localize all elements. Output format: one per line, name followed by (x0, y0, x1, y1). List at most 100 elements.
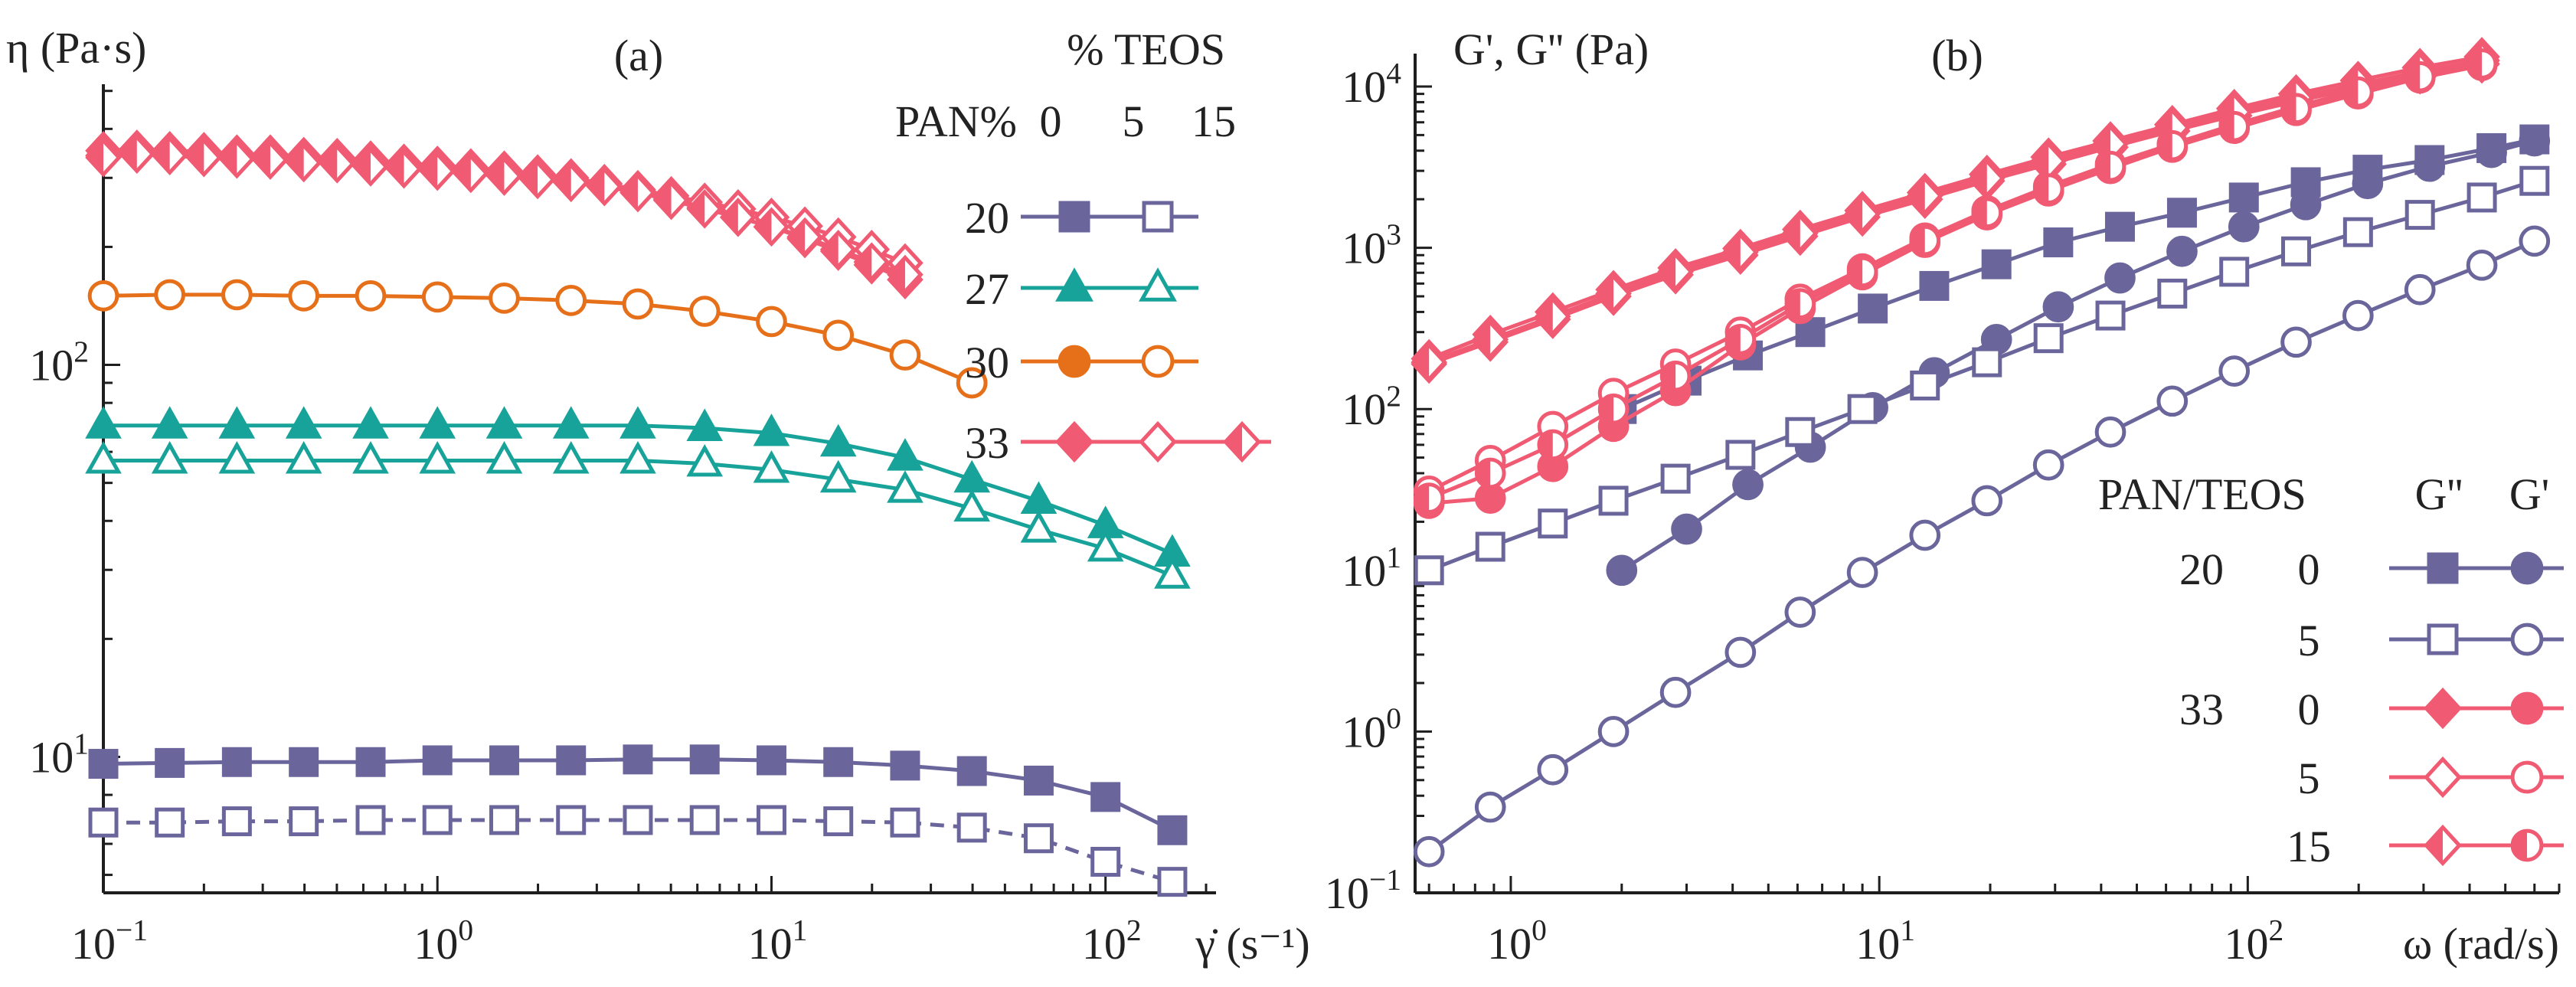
a-series-5-point-8 (622, 288, 654, 320)
b-series-2-point-15 (2342, 217, 2373, 247)
b-series-0-point-9 (2166, 198, 2197, 228)
a-legend-marker (1055, 267, 1093, 302)
a-series-0-point-11 (823, 747, 854, 777)
b-legend-header-g2: G'' (2415, 469, 2463, 519)
a-series-5-point-3 (288, 280, 320, 312)
b-series-1-point-7 (2042, 291, 2074, 323)
a-series-8-point-7 (319, 144, 356, 184)
b-series-1-point-15 (2519, 125, 2551, 157)
b-series-3 (1413, 225, 2551, 868)
a-y-tick-label: 101 (29, 727, 89, 782)
a-series-0-point-15 (1090, 782, 1121, 812)
b-series-8-point-4 (1657, 252, 1694, 292)
b-series-2-point-5 (1725, 440, 1756, 470)
b-series-9-point-11 (2094, 150, 2127, 182)
a-series-0-point-12 (890, 750, 920, 781)
a-series-8-point-3 (185, 137, 223, 178)
a-legend-title: % TEOS (1067, 25, 1225, 74)
a-series-3-point-9 (686, 443, 724, 477)
b-series-3-point-0 (1413, 835, 1445, 868)
b-series-9-point-7 (1846, 256, 1878, 288)
a-y-axis-label: η (Pa·s) (6, 23, 146, 73)
b-series-7 (1413, 46, 2498, 507)
b-series-8-point-8 (1906, 175, 1943, 216)
a-series-0-point-14 (1023, 765, 1054, 796)
b-series-2-point-12 (2157, 278, 2188, 309)
a-series-8-point-18 (686, 189, 724, 229)
a-series-0-point-1 (155, 747, 185, 778)
a-series-2-point-4 (352, 406, 389, 439)
a-series-8-point-13 (519, 159, 556, 200)
b-series-0-point-11 (2290, 167, 2321, 198)
a-series-0-point-8 (623, 744, 653, 775)
a-series-2-point-6 (485, 406, 523, 439)
a-series-1-point-6 (489, 805, 519, 835)
a-series-8-point-9 (385, 149, 423, 189)
b-series-0-line (1620, 137, 2535, 411)
a-series-5-point-2 (221, 279, 253, 311)
b-series-1-line (1620, 139, 2535, 572)
b-y-tick-label: 102 (1342, 379, 1401, 434)
b-series-9-point-16 (2404, 60, 2436, 93)
b-series-9-point-8 (1909, 224, 1941, 257)
a-series-1-point-4 (355, 805, 386, 835)
a-series-8-point-0 (85, 137, 122, 178)
b-series-9-point-13 (2218, 110, 2251, 142)
b-series-8-point-5 (1722, 232, 1759, 273)
a-series-5-point-5 (421, 281, 453, 313)
b-legend-pan: 20 (2179, 544, 2224, 594)
b-series-3-point-4 (1659, 676, 1692, 708)
b-series-2-point-4 (1660, 463, 1691, 494)
b-x-axis-label: ω (rad/s) (2403, 919, 2559, 969)
a-legend-marker (1222, 420, 1262, 463)
a-series-5 (87, 279, 988, 399)
a-series-1-point-5 (422, 805, 453, 835)
b-series-9-point-9 (1971, 197, 2003, 229)
b-series-8-line (1428, 58, 2483, 364)
a-series-2-point-1 (151, 406, 188, 439)
b-series-8-point-2 (1534, 296, 1571, 337)
b-series-9-point-0 (1413, 482, 1445, 514)
b-series-2-point-7 (1847, 394, 1878, 424)
b-legend-marker-g1 (2510, 691, 2544, 725)
b-series-2-point-8 (1910, 370, 1940, 400)
b-series-8-point-6 (1782, 213, 1819, 253)
a-series-0-point-7 (556, 745, 587, 776)
b-series-1-point-11 (2290, 188, 2322, 221)
b-series-1-point-8 (2104, 262, 2136, 294)
b-legend: PAN/TEOS G'' G' 20 0 5 33 0 5 15 (2098, 469, 2564, 871)
b-series-2 (1414, 165, 2550, 586)
a-series-5-point-7 (555, 285, 587, 316)
b-legend-teos: 5 (2298, 753, 2320, 803)
a-series-8-point-2 (151, 136, 188, 175)
b-series-2-point-18 (2519, 165, 2550, 196)
a-series-1-point-16 (1157, 867, 1188, 897)
a-legend-row-label: 20 (965, 193, 1009, 243)
a-legend-row-label: 33 (965, 418, 1009, 468)
b-series-9-point-4 (1659, 360, 1692, 392)
b-series-3-point-2 (1537, 753, 1569, 786)
a-ticks (102, 90, 1208, 893)
b-series-9-point-1 (1474, 457, 1506, 489)
a-series-3-point-1 (151, 441, 188, 474)
b-series-9-point-17 (2466, 48, 2498, 80)
a-series-3-point-5 (419, 441, 456, 474)
b-legend-pan: 33 (2179, 685, 2224, 734)
a-legend-marker (1054, 420, 1094, 463)
b-series-3-point-16 (2404, 273, 2436, 306)
a-series-1-point-15 (1090, 846, 1121, 877)
b-legend-marker-g1 (2510, 623, 2544, 656)
b-series-3-point-5 (1724, 636, 1757, 668)
b-series-9-line (1428, 62, 2483, 500)
a-series-1-point-1 (155, 807, 185, 838)
b-series-2-point-2 (1538, 508, 1568, 539)
a-legend-marker (1138, 420, 1178, 463)
b-series-3-point-18 (2519, 225, 2551, 257)
a-series-1-point-11 (823, 806, 854, 837)
a-series-2-point-9 (686, 408, 724, 441)
b-series-2-point-0 (1414, 555, 1444, 586)
b-series-1-point-2 (1732, 469, 1764, 501)
b-legend-teos: 0 (2298, 685, 2320, 734)
a-series-2-point-3 (285, 406, 322, 439)
a-series-3-point-0 (85, 441, 122, 474)
